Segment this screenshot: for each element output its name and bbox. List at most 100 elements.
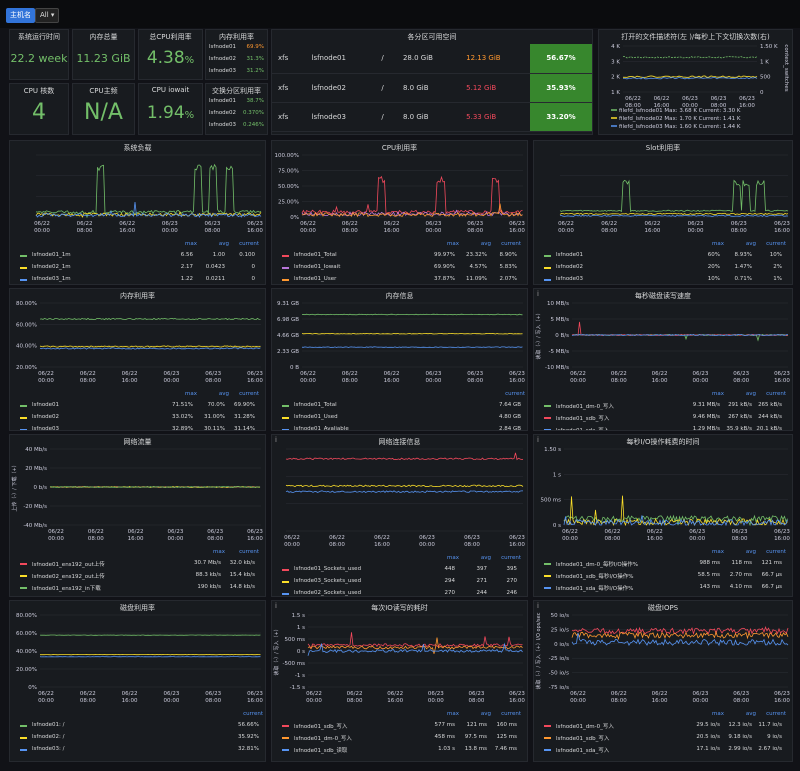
- legend-row[interactable]: lsfnode03_Sockets_used 294 271 270: [282, 578, 523, 588]
- legend-row[interactable]: lsfnode03 32.89% 30.11% 31.14%: [20, 426, 261, 430]
- legend-row[interactable]: lsfnode02 20% 1.47% 2%: [544, 264, 788, 274]
- legend-header-avg[interactable]: avg: [218, 241, 229, 247]
- legend-header-current[interactable]: current: [766, 241, 786, 247]
- legend-row[interactable]: lsfnode02_1m 2.17 0.0423 0: [20, 264, 261, 274]
- legend-row[interactable]: lsfnode01_sdb_读取 1.03 s 13.8 ms 7.46 ms: [282, 746, 523, 756]
- legend-header-current[interactable]: current: [239, 241, 259, 247]
- legend-header-max[interactable]: max: [447, 555, 459, 561]
- legend-row[interactable]: lsfnode02: / 35.92%: [20, 734, 261, 744]
- legend-value-max: 2.17: [180, 264, 193, 270]
- legend-header-current[interactable]: current: [243, 711, 263, 717]
- legend-row[interactable]: lsfnode01_sdb_写入 577 ms 121 ms 160 ms: [282, 722, 523, 732]
- legend-value-max: 69.90%: [434, 264, 455, 270]
- legend-series-name: lsfnode01_dm-0_写入: [556, 724, 614, 730]
- legend-value-max: 88.3 kb/s: [195, 572, 221, 578]
- legend-header-avg[interactable]: avg: [218, 391, 229, 397]
- legend-row[interactable]: lsfnode01_dm-0_写入 29.5 io/s 12.3 io/s 11.7 …: [544, 722, 788, 732]
- legend-row[interactable]: lsfnode03 10% 0.71% 1%: [544, 276, 788, 284]
- legend-row[interactable]: lsfnode01_Sockets_used 448 397 395: [282, 566, 523, 576]
- stat-row-value: 0.370%: [243, 110, 264, 116]
- diskutil-chart: 80.00%60.00%40.00%20.00%0%06/2200:0006/2…: [16, 613, 263, 703]
- legend-row[interactable]: lsfnode01_dm-0_写入 458 ms 97.5 ms 125 ms: [282, 734, 523, 744]
- legend-row[interactable]: lsfnode03: / 32.81%: [20, 746, 261, 756]
- legend-row[interactable]: lsfnode01_sda_写入 1.29 MB/s 35.9 kB/s 20.1 k…: [544, 426, 788, 430]
- x-tick-label: 08:00: [205, 698, 221, 703]
- legend-row[interactable]: lsfnode01_sda_写入 17.1 io/s 2.99 io/s 2.67 i…: [544, 746, 788, 756]
- stat-row-value: 69.9%: [246, 44, 264, 50]
- info-icon[interactable]: i: [275, 602, 277, 610]
- host-variable-select[interactable]: All ▾: [35, 8, 60, 23]
- legend-value-current: 265 kB/s: [758, 402, 782, 408]
- legend-header-avg[interactable]: avg: [480, 241, 491, 247]
- legend-header-max[interactable]: max: [185, 241, 197, 247]
- legend-row[interactable]: lsfnode01_Used 4.80 GB: [282, 414, 523, 424]
- legend-row[interactable]: lsfnode01_ens192_out上传 30.7 Mb/s 32.0 kb/s: [20, 560, 261, 570]
- legend-header-max[interactable]: max: [712, 241, 724, 247]
- legend-row[interactable]: lsfnode01_sdb_每秒I/O操作% 58.5 ms 2.70 ms 66.7…: [544, 572, 788, 582]
- legend-series-name: lsfnode01_Used: [294, 414, 338, 420]
- meminfo-chart: 9.31 GB6.98 GB4.66 GB2.33 GB0 B06/2200:0…: [277, 301, 525, 383]
- legend-row[interactable]: lsfnode01: / 56.66%: [20, 722, 261, 732]
- legend-row[interactable]: lsfnode01_Iowait 69.90% 4.57% 5.83%: [282, 264, 523, 274]
- legend-header-max[interactable]: max: [712, 711, 724, 717]
- legend-row[interactable]: lsfnode01_Total 7.64 GB: [282, 402, 523, 412]
- info-icon[interactable]: i: [275, 436, 277, 444]
- stat-row-value: 0.246%: [243, 122, 264, 128]
- legend-header-max[interactable]: max: [712, 391, 724, 397]
- legend-header-avg[interactable]: avg: [480, 711, 491, 717]
- legend-value-current: 15.4 kb/s: [229, 572, 255, 578]
- host-variable-label[interactable]: 主机名: [6, 8, 35, 23]
- legend-header-current[interactable]: current: [501, 555, 521, 561]
- legend-header-current[interactable]: current: [239, 391, 259, 397]
- legend-header-avg[interactable]: avg: [480, 555, 491, 561]
- legend-row[interactable]: lsfnode01_dm-0_每秒I/O操作% 988 ms 118 ms 121 m…: [544, 560, 788, 570]
- legend-row[interactable]: lsfnode01 71.51% 70.0% 69.90%: [20, 402, 261, 412]
- legend-header-current[interactable]: current: [239, 549, 259, 555]
- info-icon[interactable]: i: [537, 602, 539, 610]
- legend-swatch: [544, 429, 551, 430]
- panel-title: 总CPU利用率: [149, 33, 192, 41]
- legend-row[interactable]: lsfnode01_Total 99.97% 23.32% 8.90%: [282, 252, 523, 262]
- legend-row[interactable]: lsfnode01_dm-0_写入 9.31 MB/s 291 kB/s 265 kB…: [544, 402, 788, 412]
- x-tick-label: 06/22: [570, 371, 586, 377]
- legend-header-avg[interactable]: avg: [745, 241, 756, 247]
- legend-header-max[interactable]: max: [213, 549, 225, 555]
- y-tick-label: 1 K: [611, 90, 620, 96]
- legend-header-max[interactable]: max: [447, 241, 459, 247]
- legend-value-max: 270: [444, 590, 456, 596]
- info-icon[interactable]: i: [537, 436, 539, 444]
- x-tick-label: 06/23: [509, 535, 525, 541]
- legend-header-avg[interactable]: avg: [745, 711, 756, 717]
- legend-header-max[interactable]: max: [185, 391, 197, 397]
- uptime-panel: 系统运行时间 22.2 week: [9, 29, 69, 80]
- legend-header-current[interactable]: current: [766, 711, 786, 717]
- legend-row[interactable]: lsfnode01_User 37.87% 11.09% 2.07%: [282, 276, 523, 284]
- x-tick-label: 06/22: [342, 221, 358, 227]
- legend-header-max[interactable]: max: [712, 549, 724, 555]
- legend-header-current[interactable]: current: [501, 241, 521, 247]
- legend-row[interactable]: lsfnode02_Sockets_used 270 244 246: [282, 590, 523, 596]
- legend-header-current[interactable]: current: [501, 711, 521, 717]
- legend-row[interactable]: lsfnode01 60% 8.93% 10%: [544, 252, 788, 262]
- legend-row[interactable]: lsfnode02 33.02% 31.00% 31.28%: [20, 414, 261, 424]
- legend-header-max[interactable]: max: [447, 711, 459, 717]
- legend-header-current[interactable]: current: [505, 391, 525, 397]
- legend-row[interactable]: lsfnode02_ens192_out上传 88.3 kb/s 15.4 kb/s: [20, 572, 261, 582]
- legend-row[interactable]: lsfnode01_Avaliable 2.84 GB: [282, 426, 523, 430]
- legend-header-avg[interactable]: avg: [745, 549, 756, 555]
- y-tick-label: -50 io/s: [549, 671, 569, 677]
- legend-row[interactable]: lsfnode01_sdb_写入 20.5 io/s 9.18 io/s 9 io/s: [544, 734, 788, 744]
- x-tick-label: 06/22: [652, 371, 668, 377]
- info-icon[interactable]: i: [537, 290, 539, 298]
- legend-row[interactable]: lsfnode01_sdb_写入 9.46 MB/s 267 kB/s 244 kB/…: [544, 414, 788, 424]
- series-line: [35, 202, 262, 218]
- legend-row[interactable]: lsfnode01_ens192_in下载 190 kb/s 14.8 kb/s: [20, 584, 261, 594]
- legend-header-current[interactable]: current: [766, 391, 786, 397]
- legend-row[interactable]: lsfnode01_sda_每秒I/O操作% 143 ms 4.10 ms 66.7 …: [544, 584, 788, 594]
- legend-header-avg[interactable]: avg: [745, 391, 756, 397]
- legend-header-current[interactable]: current: [766, 549, 786, 555]
- legend-row[interactable]: lsfnode03_1m 1.22 0.0211 0: [20, 276, 261, 284]
- legend-series-name: lsfnode01: [32, 402, 60, 408]
- y-right-axis-label: context_switches: [783, 44, 789, 91]
- legend-row[interactable]: lsfnode01_1m 6.56 1.00 0.100: [20, 252, 261, 262]
